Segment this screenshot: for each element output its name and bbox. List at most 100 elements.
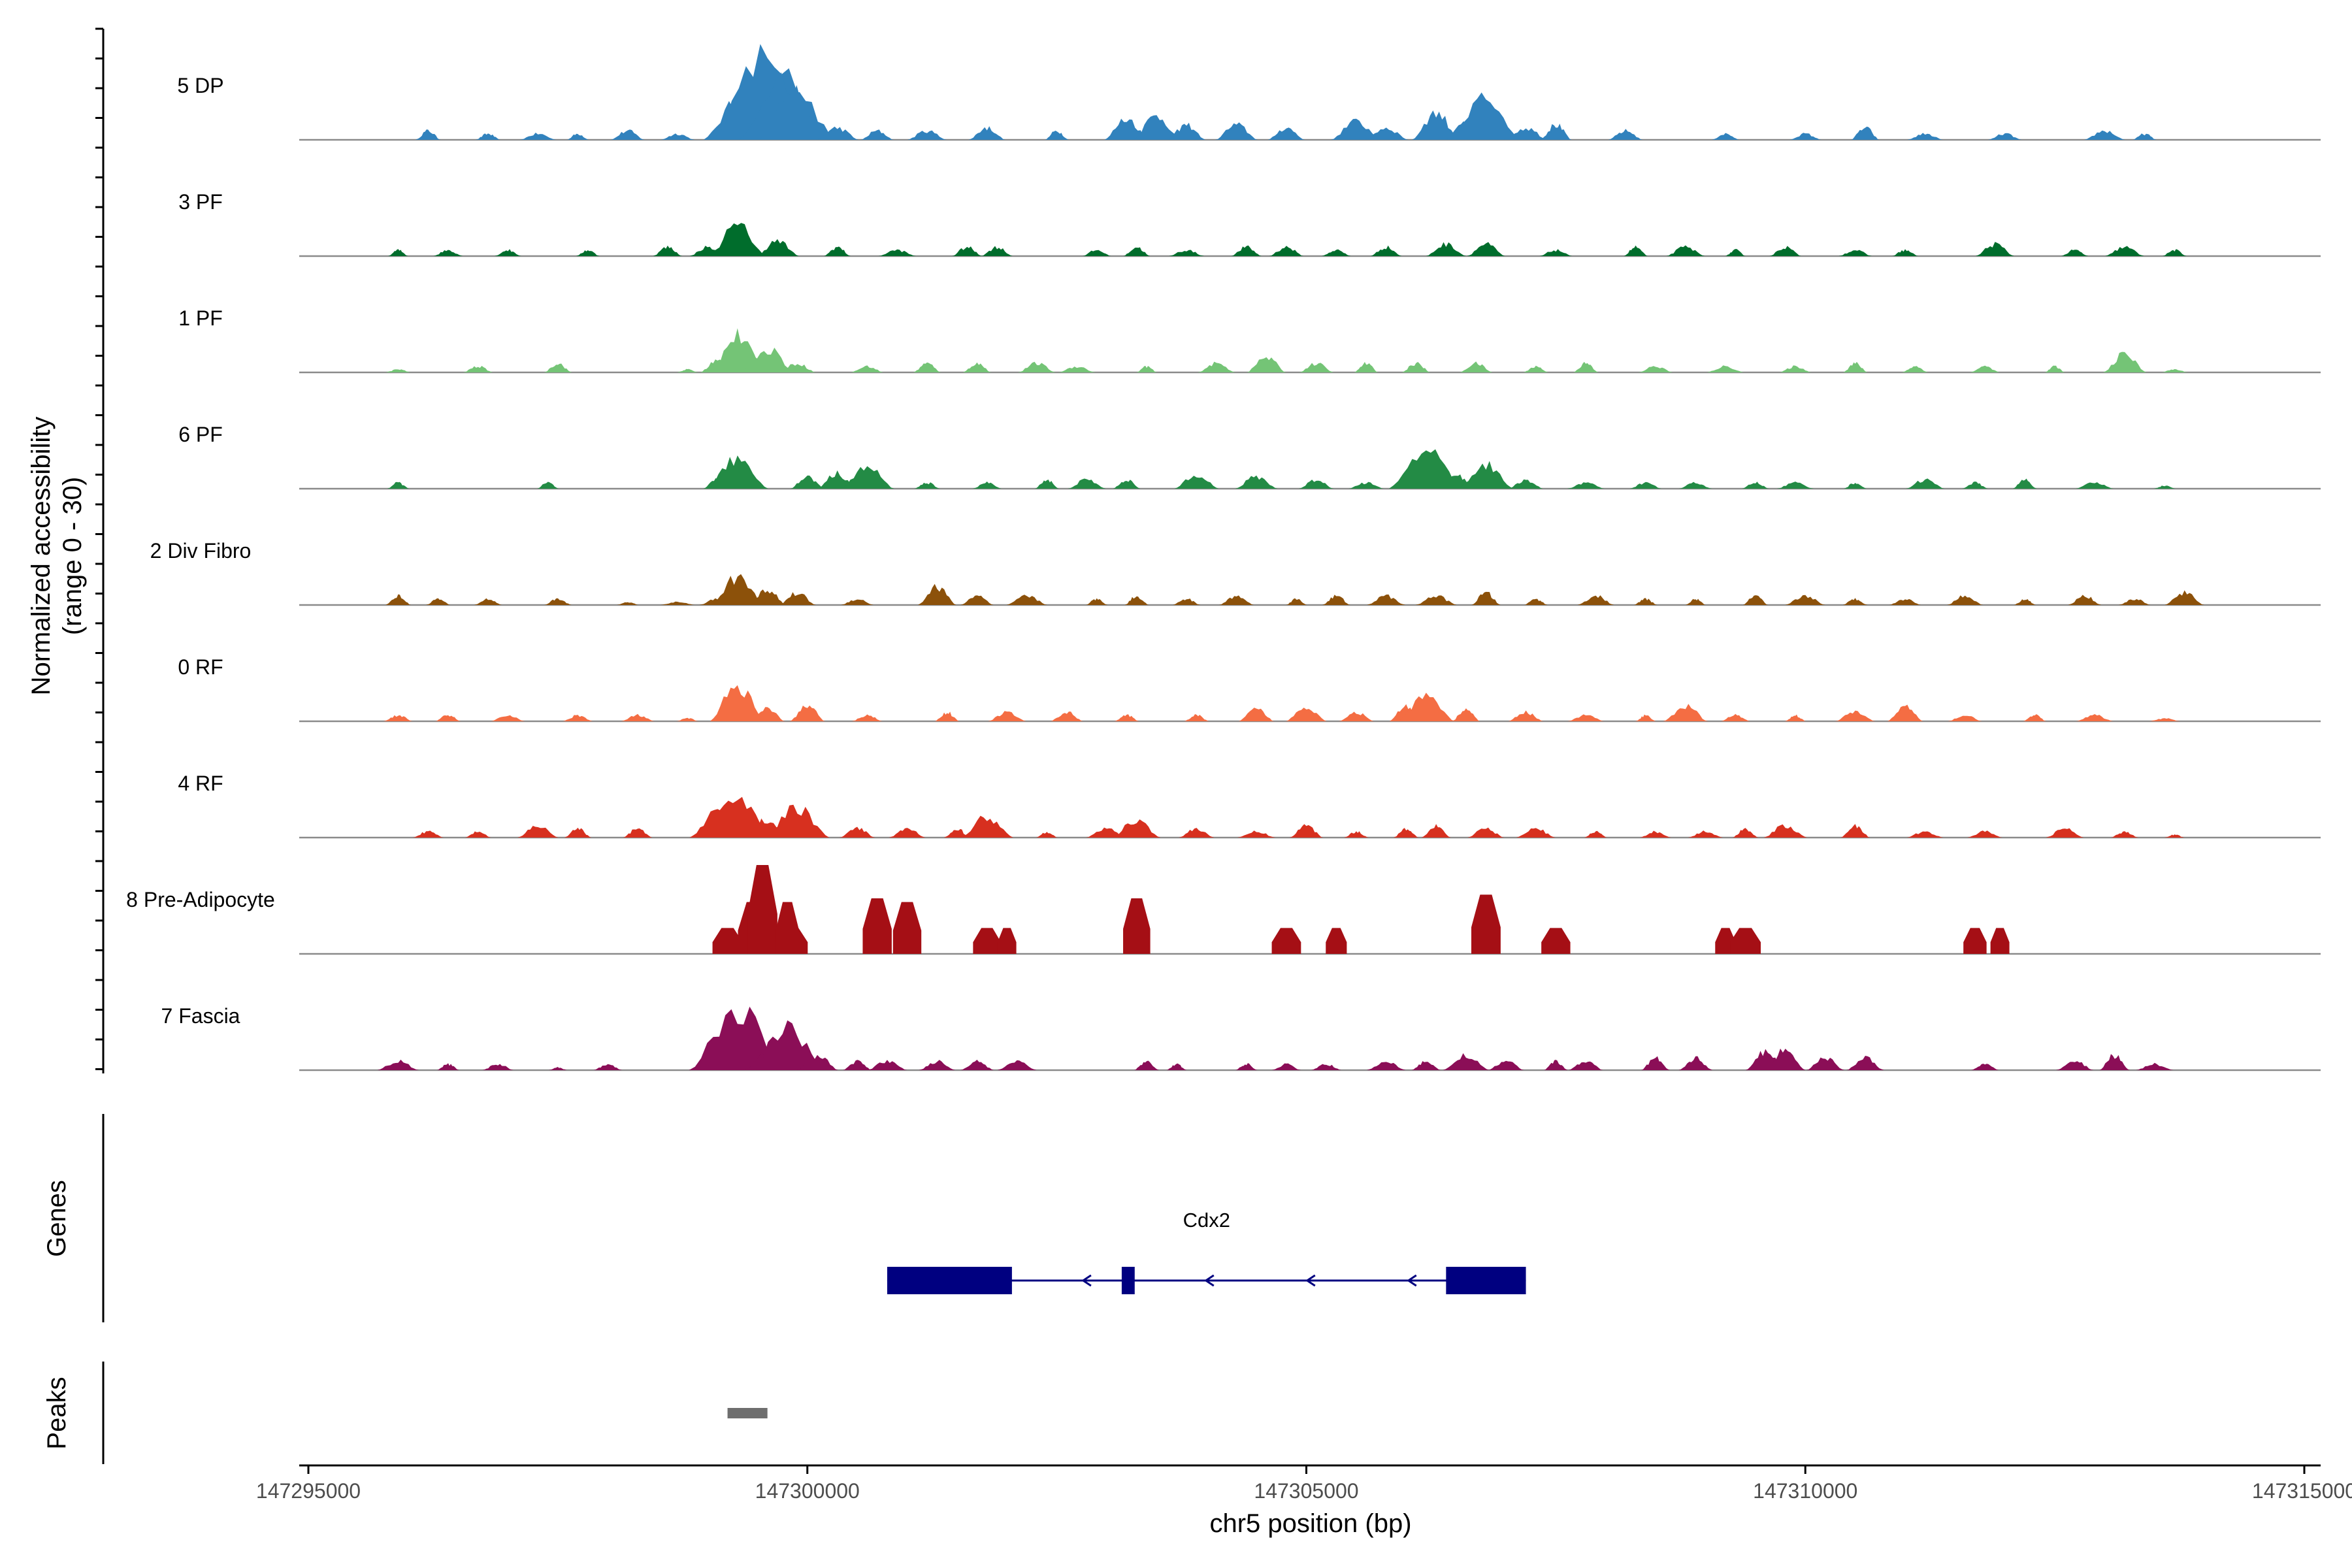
x-tick-label: 147315000 <box>2252 1479 2352 1503</box>
track-1-pf: 1 PF <box>178 306 2321 374</box>
coverage-peak <box>2023 714 2047 721</box>
coverage-peak <box>997 1060 1037 1070</box>
coverage-peak <box>1166 1063 1187 1070</box>
coverage-peak <box>1711 133 1740 140</box>
track-label: 2 Div Fibro <box>150 539 252 563</box>
coverage-peak <box>1765 1048 1806 1070</box>
coverage-peak <box>1640 830 1672 838</box>
coverage-peak <box>710 685 765 721</box>
coverage-peak <box>1678 1056 1713 1070</box>
coverage-peak <box>1635 714 1656 721</box>
x-axis-title: chr5 position (bp) <box>1209 1509 1411 1538</box>
genes-axis-label: Genes <box>42 1180 71 1257</box>
x-tick-label: 147310000 <box>1753 1479 1857 1503</box>
coverage-peak <box>1330 118 1382 140</box>
coverage-peak <box>1842 361 1868 372</box>
coverage-peak <box>2102 351 2147 372</box>
coverage-peak <box>1326 928 1347 954</box>
track-label: 4 RF <box>178 772 223 795</box>
coverage-peak <box>789 705 825 721</box>
coverage-peak <box>1269 246 1304 256</box>
coverage-peak <box>1901 366 1929 372</box>
coverage-peak <box>1742 595 1769 605</box>
coverage-peak <box>1844 483 1867 489</box>
coverage-peak <box>1219 595 1254 605</box>
strand-arrow <box>1081 1274 1092 1287</box>
coverage-peak <box>1509 479 1543 489</box>
coverage-peak <box>1584 830 1607 838</box>
track-label: 7 Fascia <box>161 1004 240 1028</box>
coverage-peak <box>412 830 444 838</box>
coverage-peak <box>2161 369 2188 372</box>
coverage-peak <box>1769 246 1801 256</box>
coverage-peak <box>824 246 851 256</box>
coverage-peak <box>1299 363 1334 372</box>
coverage-peak <box>1730 928 1761 954</box>
coverage-peak <box>564 827 591 838</box>
coverage-peak <box>1539 249 1573 256</box>
coverage-peak <box>1397 693 1456 721</box>
coverage-peak <box>1393 828 1419 838</box>
coverage-peak <box>1411 1061 1441 1070</box>
coverage-peak <box>2149 718 2181 721</box>
coverage-peak <box>790 475 825 489</box>
coverage-peak <box>1123 898 1151 954</box>
coverage-peak <box>425 598 451 605</box>
coverage-peak <box>1785 595 1826 605</box>
coverage-peak <box>388 249 408 256</box>
coverage-peak <box>465 831 491 838</box>
coverage-peak <box>779 364 816 372</box>
strand-arrow <box>1305 1274 1316 1287</box>
coverage-peak <box>779 592 816 605</box>
coverage-peak <box>907 130 947 140</box>
coverage-peak <box>960 1060 994 1070</box>
coverage-peak <box>841 599 874 605</box>
coverage-peak <box>1348 482 1384 489</box>
coverage-peak <box>1344 831 1369 838</box>
coverage-peak <box>2044 365 2065 372</box>
track-3-pf: 3 PF <box>178 190 2321 257</box>
coverage-peak <box>1967 830 2003 838</box>
coverage-peak <box>491 715 525 721</box>
coverage-peak <box>2162 249 2187 256</box>
coverage-peak <box>2118 599 2151 605</box>
coverage-peak <box>1666 245 1705 256</box>
coverage-peak <box>1367 1062 1406 1070</box>
coverage-peak <box>1629 482 1662 489</box>
gene-exon <box>1446 1267 1526 1294</box>
coverage-peak <box>474 598 502 605</box>
coverage-peak <box>1467 242 1505 256</box>
coverage-peak <box>867 1060 907 1070</box>
coverage-peak <box>2164 834 2185 838</box>
gene-label: Cdx2 <box>1183 1209 1230 1232</box>
coverage-peak <box>2132 133 2157 140</box>
coverage-peak <box>1707 365 1744 372</box>
coverage-peak <box>1835 710 1876 721</box>
track-8-pre-adipocyte: 8 Pre-Adipocyte <box>126 865 2321 955</box>
x-tick-label: 147300000 <box>755 1479 860 1503</box>
coverage-peak <box>377 1059 419 1070</box>
coverage-peak <box>1948 715 1982 721</box>
coverage-peak <box>1174 476 1219 489</box>
genes-track: Cdx2 <box>887 1209 1526 1294</box>
coverage-peak <box>1523 365 1549 372</box>
coverage-peak <box>842 1060 872 1070</box>
x-axis: 147295000 147300000 147305000 147310000 1473… <box>256 1464 2352 1503</box>
track-label: 5 DP <box>177 74 223 97</box>
coverage-peak <box>918 583 956 605</box>
coverage-peak <box>1271 1063 1301 1070</box>
coverage-peak <box>1339 711 1374 721</box>
coverage-peak <box>1892 249 1918 256</box>
coverage-peak <box>1179 828 1215 838</box>
coverage-peak <box>851 714 883 721</box>
coverage-peak <box>1685 598 1706 605</box>
strand-arrow <box>1204 1274 1215 1287</box>
coverage-peak <box>892 902 922 954</box>
coverage-peak <box>1388 449 1463 489</box>
coverage-peak <box>1947 595 1984 605</box>
y-axis-title-line1: Normalized accessibility <box>27 417 56 696</box>
coverage-peak <box>1503 128 1548 140</box>
coverage-peak <box>1050 711 1083 721</box>
coverage-peak <box>1311 1064 1341 1070</box>
coverage-peak <box>436 1063 459 1070</box>
